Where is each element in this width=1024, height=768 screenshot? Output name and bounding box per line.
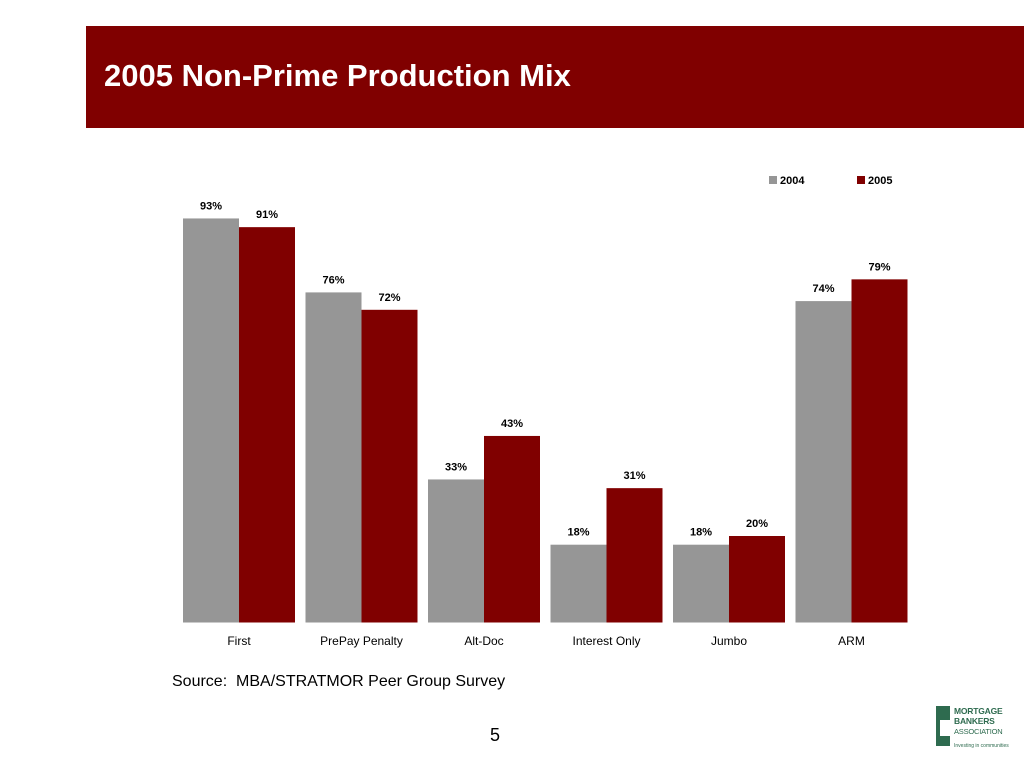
source-note: Source: MBA/STRATMOR Peer Group Survey (172, 673, 506, 690)
bar-2004-2 (428, 479, 484, 623)
category-label-2: Alt-Doc (464, 634, 503, 648)
legend-swatch-2005 (857, 176, 865, 184)
logo-mark-icon (936, 706, 950, 746)
data-label-2004-3: 18% (567, 527, 589, 539)
bar-2005-3 (606, 488, 663, 623)
data-label-2004-1: 76% (322, 274, 344, 286)
data-label-2004-0: 93% (200, 200, 222, 212)
bar-2005-0 (239, 227, 295, 623)
legend-swatch-2004 (769, 176, 777, 184)
data-label-2005-0: 91% (256, 209, 278, 221)
category-label-4: Jumbo (711, 634, 747, 648)
page-number: 5 (489, 725, 500, 745)
bar-2004-1 (305, 292, 362, 623)
page-title: 2005 Non-Prime Production Mix (104, 58, 571, 93)
logo-line-3: ASSOCIATION (954, 727, 1003, 736)
bar-2005-4 (729, 536, 785, 623)
data-label-2004-2: 33% (445, 461, 467, 473)
logo-line-2: BANKERS (954, 716, 995, 726)
bar-2005-2 (484, 435, 540, 623)
data-label-2005-1: 72% (378, 292, 400, 304)
data-label-2005-4: 20% (746, 518, 768, 530)
legend-label-2005: 2005 (868, 175, 892, 187)
data-label-2005-3: 31% (623, 470, 645, 482)
data-label-2005-5: 79% (868, 261, 890, 273)
bar-2004-3 (550, 544, 607, 623)
title-bar: 2005 Non-Prime Production Mix (86, 26, 1024, 128)
mba-logo: MORTGAGE BANKERS ASSOCIATION Investing i… (936, 704, 1020, 760)
legend-label-2004: 2004 (780, 175, 805, 187)
data-label-2005-2: 43% (501, 418, 523, 430)
category-label-3: Interest Only (572, 634, 640, 648)
bar-2004-0 (183, 218, 239, 623)
category-label-1: PrePay Penalty (320, 634, 403, 648)
logo-tagline: Investing in communities (954, 743, 1009, 749)
data-label-2004-5: 74% (812, 283, 834, 295)
bar-2004-5 (795, 301, 852, 623)
category-label-0: First (227, 634, 251, 648)
category-label-5: ARM (838, 634, 865, 648)
bar-2005-5 (851, 279, 908, 623)
logo-line-1: MORTGAGE (954, 706, 1003, 716)
bar-2005-1 (361, 309, 418, 623)
bar-2004-4 (673, 544, 729, 623)
data-label-2004-4: 18% (690, 527, 712, 539)
